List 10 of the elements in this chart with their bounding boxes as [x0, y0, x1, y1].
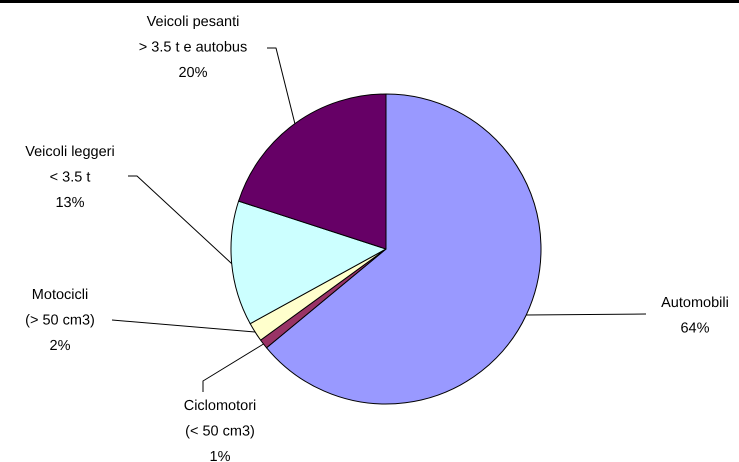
- slice-label: Veicoli leggeri < 3.5 t: [25, 144, 115, 186]
- slice-label: Automobili: [661, 294, 729, 311]
- slice-label: Motocicli (> 50 cm3): [25, 286, 95, 328]
- data-label: 2%: [50, 338, 71, 354]
- data-label: 64%: [680, 320, 710, 336]
- data-label: 20%: [178, 64, 208, 81]
- data-label: 13%: [55, 194, 85, 211]
- slice-label: Ciclomotori (< 50 cm3): [184, 398, 256, 440]
- data-label: 1%: [210, 448, 231, 462]
- slice-label: Veicoli pesanti > 3.5 t e autobus: [138, 14, 248, 56]
